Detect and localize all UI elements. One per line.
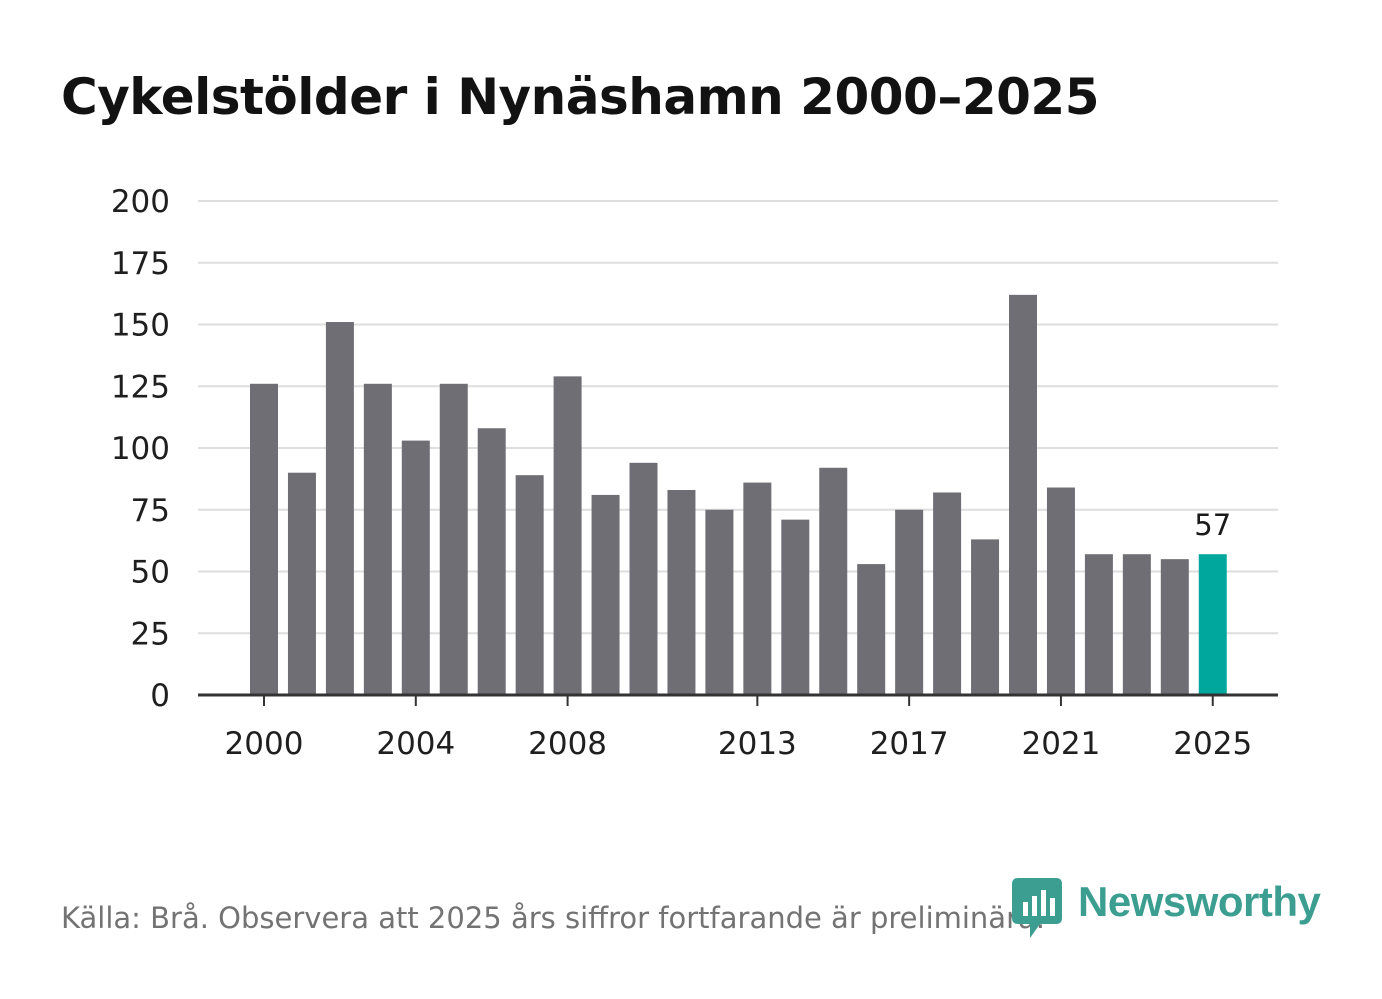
bar-2019 <box>971 539 1000 695</box>
y-axis-ticks: 0 25 50 75 100 125 150 175 200 <box>111 184 170 714</box>
bar-2021 <box>1046 487 1075 695</box>
bar-2013 <box>743 482 772 695</box>
x-tick-label: 2017 <box>870 726 949 762</box>
bars <box>250 294 1227 695</box>
y-tick-label: 125 <box>111 369 170 405</box>
bar-2016 <box>857 564 886 695</box>
bar-2008 <box>553 376 582 695</box>
bar-2024 <box>1160 559 1189 695</box>
bar-2023 <box>1122 554 1151 695</box>
bar-2022 <box>1084 554 1113 695</box>
bar-chart-speech-bubble-icon <box>1012 878 1062 938</box>
bar-2012 <box>705 509 734 695</box>
bar-2006 <box>477 428 506 695</box>
bar-2005 <box>439 383 468 695</box>
y-tick-label: 0 <box>150 678 170 714</box>
bar-2014 <box>781 519 810 695</box>
bar-2010 <box>629 462 658 695</box>
x-tick-label: 2021 <box>1021 726 1100 762</box>
y-tick-label: 175 <box>111 246 170 282</box>
data-labels: 57 <box>1194 508 1231 542</box>
y-tick-label: 200 <box>111 184 170 220</box>
y-tick-label: 25 <box>131 616 170 652</box>
bar-2011 <box>667 489 696 695</box>
highlight-value-label: 57 <box>1194 508 1231 542</box>
y-tick-label: 50 <box>131 555 170 591</box>
bar-2025 <box>1198 554 1227 695</box>
gridlines <box>198 200 1278 635</box>
bar-2018 <box>933 492 962 695</box>
bar-2000 <box>250 383 278 695</box>
x-tick-label: 2025 <box>1173 726 1252 762</box>
brand-logo: Newsworthy <box>1012 878 1321 940</box>
bar-2001 <box>287 472 316 695</box>
x-tick-label: 2004 <box>376 726 455 762</box>
bar-2004 <box>401 440 430 695</box>
brand-name: Newsworthy <box>1078 878 1321 925</box>
y-tick-label: 150 <box>111 308 170 344</box>
x-axis-ticks: 2000 2004 2008 2013 2017 2021 2025 <box>225 695 1252 762</box>
bar-2002 <box>325 322 354 695</box>
bar-2015 <box>819 467 848 695</box>
y-tick-label: 100 <box>111 431 170 467</box>
bar-2020 <box>1009 294 1037 695</box>
chart-title: Cykelstölder i Nynäshamn 2000–2025 <box>61 68 1100 126</box>
bar-2009 <box>591 494 620 695</box>
x-tick-label: 2008 <box>528 726 607 762</box>
x-tick-label: 2013 <box>718 726 797 762</box>
bar-2003 <box>363 383 392 695</box>
source-note: Källa: Brå. Observera att 2025 års siffr… <box>61 901 1045 935</box>
bar-2017 <box>895 509 924 695</box>
y-tick-label: 75 <box>131 493 170 529</box>
bar-2007 <box>515 475 544 695</box>
x-tick-label: 2000 <box>225 726 304 762</box>
